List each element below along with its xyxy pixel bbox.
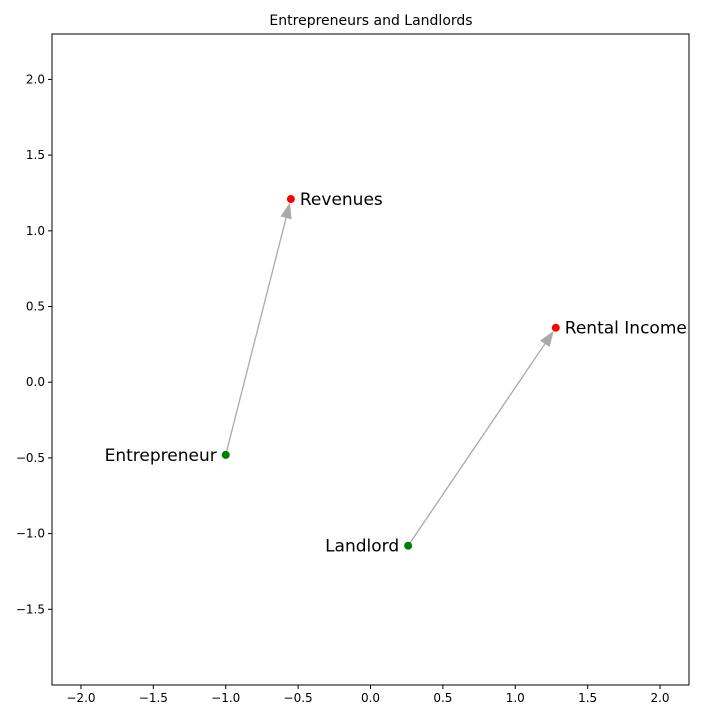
y-tick-label: 0.5 xyxy=(26,300,45,314)
arrow-shaft xyxy=(225,217,287,456)
point-labels-layer: Entrepreneur Revenues Landlord Rental Incom… xyxy=(105,190,687,557)
points-layer xyxy=(221,195,560,550)
y-tick-label: 1.5 xyxy=(26,148,45,162)
arrow-head xyxy=(280,202,292,220)
arrows-layer xyxy=(225,202,554,547)
arrow-head xyxy=(540,330,554,348)
scatter-point xyxy=(404,541,413,550)
point-label: Rental Income xyxy=(565,319,687,339)
point-label: Landlord xyxy=(325,537,399,557)
scatter-point xyxy=(286,195,295,204)
arrow-shaft xyxy=(407,343,546,547)
point-label: Entrepreneur xyxy=(105,446,217,466)
y-tick-label: −1.0 xyxy=(16,527,45,541)
x-tick-label: 0.5 xyxy=(433,691,452,705)
x-tick-label: −1.0 xyxy=(211,691,240,705)
x-tick-label: −0.5 xyxy=(284,691,313,705)
plot-frame xyxy=(51,33,690,686)
x-tick-label: −2.0 xyxy=(66,691,95,705)
point-label: Revenues xyxy=(300,190,383,210)
y-tick-label: −1.5 xyxy=(16,602,45,616)
chart-title: Entrepreneurs and Landlords xyxy=(269,13,472,29)
x-tick-label: 2.0 xyxy=(650,691,669,705)
x-tick-label: −1.5 xyxy=(139,691,168,705)
y-tick-label: 0.0 xyxy=(26,375,45,389)
x-tick-label: 1.0 xyxy=(506,691,525,705)
scatter-point xyxy=(221,450,230,459)
x-tick-label: 1.5 xyxy=(578,691,597,705)
y-tick-label: −0.5 xyxy=(16,451,45,465)
x-axis-ticks: −2.0 −1.5 −1.0 −0.5 0.0 0.5 1.0 1.5 2.0 xyxy=(66,685,670,705)
x-tick-label: 0.0 xyxy=(361,691,380,705)
y-tick-label: 2.0 xyxy=(26,72,45,86)
y-tick-label: 1.0 xyxy=(26,224,45,238)
y-axis-ticks: −1.5 −1.0 −0.5 0.0 0.5 1.0 1.5 2.0 xyxy=(16,72,52,616)
scatter-point xyxy=(551,323,560,332)
